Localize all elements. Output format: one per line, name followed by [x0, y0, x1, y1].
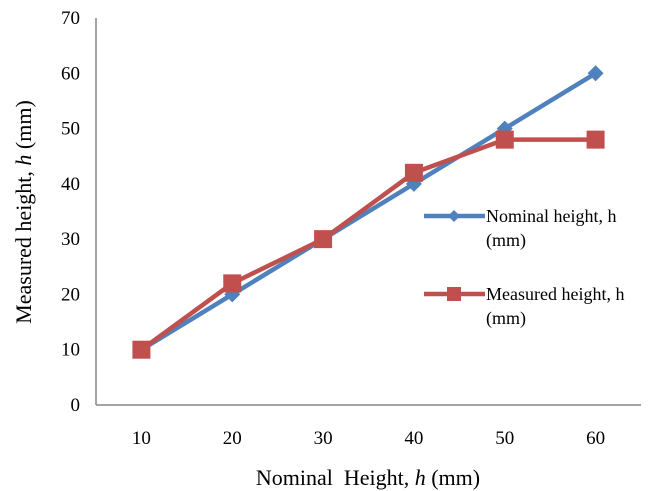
y-tick-label: 40 — [61, 174, 80, 195]
square-marker — [495, 130, 514, 149]
square-marker — [404, 163, 423, 182]
y-tick-label: 50 — [61, 119, 80, 140]
series-2 — [132, 130, 605, 359]
series-line — [140, 137, 596, 352]
x-tick-label: 60 — [586, 428, 605, 449]
legend-label: (mm) — [486, 230, 526, 251]
legend-label: (mm) — [486, 308, 526, 329]
square-marker — [586, 130, 605, 149]
legend-item: Nominal height, h (mm) — [424, 206, 616, 251]
y-tick-labels: 0 10 20 30 40 50 60 70 — [61, 8, 80, 416]
legend-label: Nominal height, h — [486, 206, 616, 226]
x-tick-label: 30 — [314, 428, 333, 449]
square-marker — [447, 287, 461, 301]
y-tick-label: 60 — [61, 63, 80, 84]
legend-item: Measured height, h (mm) — [424, 284, 624, 329]
diamond-marker — [448, 210, 460, 222]
square-marker — [314, 230, 333, 249]
diamond-marker — [587, 65, 604, 82]
y-tick-label: 70 — [61, 8, 80, 29]
x-tick-label: 10 — [132, 428, 151, 449]
x-axis-title: Nominal Height, h (mm) — [256, 465, 480, 490]
legend-label: Measured height, h — [486, 284, 624, 304]
x-tick-label: 20 — [223, 428, 242, 449]
y-tick-label: 20 — [61, 284, 80, 305]
axes — [95, 18, 641, 406]
y-tick-label: 0 — [71, 395, 81, 416]
square-marker — [223, 274, 242, 293]
legend: Nominal height, h (mm) Measured height, h (… — [424, 206, 624, 329]
series-line — [140, 71, 597, 352]
x-tick-labels: 10 20 30 40 50 60 — [132, 428, 605, 449]
square-marker — [132, 340, 151, 359]
y-tick-label: 30 — [61, 229, 80, 250]
x-tick-label: 40 — [404, 428, 423, 449]
y-tick-label: 10 — [61, 340, 80, 361]
series-layer — [132, 65, 605, 359]
y-axis-title: Measured height, h (mm) — [11, 100, 36, 324]
x-tick-label: 50 — [495, 428, 514, 449]
